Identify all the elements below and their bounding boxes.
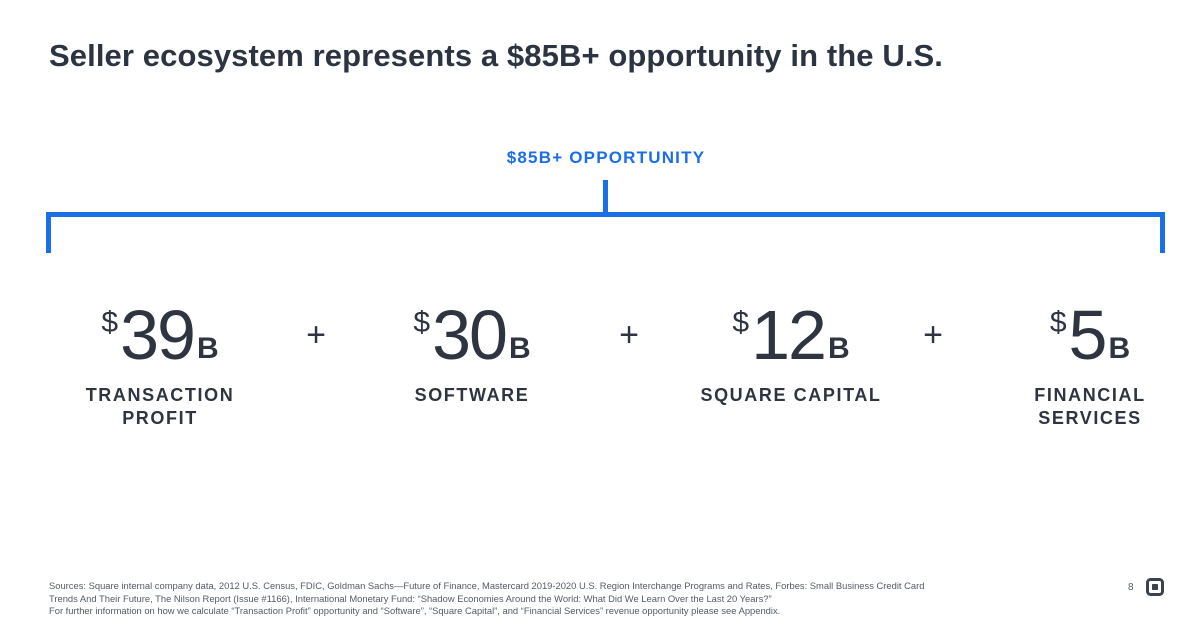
total-opportunity-label: $85B+ OPPORTUNITY [506, 148, 706, 167]
segment-label: SQUARE CAPITAL [700, 384, 881, 407]
segment-label-line: TRANSACTION [85, 385, 235, 405]
page-number: 8 [1128, 582, 1134, 593]
segment-amount: $ 30 B [413, 300, 530, 370]
segment-label-line: SERVICES [1038, 408, 1142, 428]
segment-software: $ 30 B SOFTWARE [413, 300, 530, 407]
segment-value: 30 [432, 296, 508, 374]
sources-footnote: Sources: Square internal company data, 2… [49, 580, 1094, 618]
currency-symbol: $ [732, 306, 750, 339]
segment-amount: $ 39 B [101, 300, 218, 370]
segment-label: FINANCIAL SERVICES [1034, 384, 1145, 430]
segment-label-line: FINANCIAL [1034, 385, 1146, 405]
slide-title: Seller ecosystem represents a $85B+ oppo… [49, 38, 944, 73]
segment-unit: B [827, 332, 850, 365]
bracket-bar [46, 212, 1165, 217]
currency-symbol: $ [1049, 306, 1067, 339]
bracket-left-end [46, 212, 51, 253]
segment-label-line: PROFIT [122, 408, 198, 428]
plus-operator: + [923, 316, 943, 354]
segment-unit: B [196, 332, 219, 365]
square-logo-icon [1146, 578, 1164, 596]
footnote-line: For further information on how we calcul… [49, 605, 781, 617]
segment-label: TRANSACTION PROFIT [86, 384, 235, 430]
footnote-line: Sources: Square internal company data, 2… [49, 580, 925, 591]
plus-operator: + [306, 316, 326, 354]
bracket-right-end [1160, 212, 1165, 253]
segment-square-capital: $ 12 B SQUARE CAPITAL [700, 300, 881, 407]
segment-value: 39 [120, 296, 196, 374]
segment-amount: $ 12 B [732, 300, 849, 370]
segment-label: SOFTWARE [413, 384, 530, 407]
segment-financial-services: $ 5 B FINANCIAL SERVICES [1034, 300, 1145, 430]
segment-value: 12 [751, 296, 827, 374]
segment-transaction-profit: $ 39 B TRANSACTION PROFIT [86, 300, 235, 430]
segment-label-line: SQUARE CAPITAL [700, 385, 882, 405]
bracket-stem [603, 180, 608, 216]
segment-value: 5 [1068, 296, 1108, 374]
segment-unit: B [1108, 332, 1131, 365]
plus-operator: + [619, 316, 639, 354]
segment-amount: $ 5 B [1050, 300, 1130, 370]
segment-label-line: SOFTWARE [414, 385, 530, 405]
segment-unit: B [508, 332, 531, 365]
currency-symbol: $ [101, 306, 119, 339]
footnote-line: Trends And Their Future, The Nilson Repo… [49, 592, 772, 604]
currency-symbol: $ [413, 306, 431, 339]
